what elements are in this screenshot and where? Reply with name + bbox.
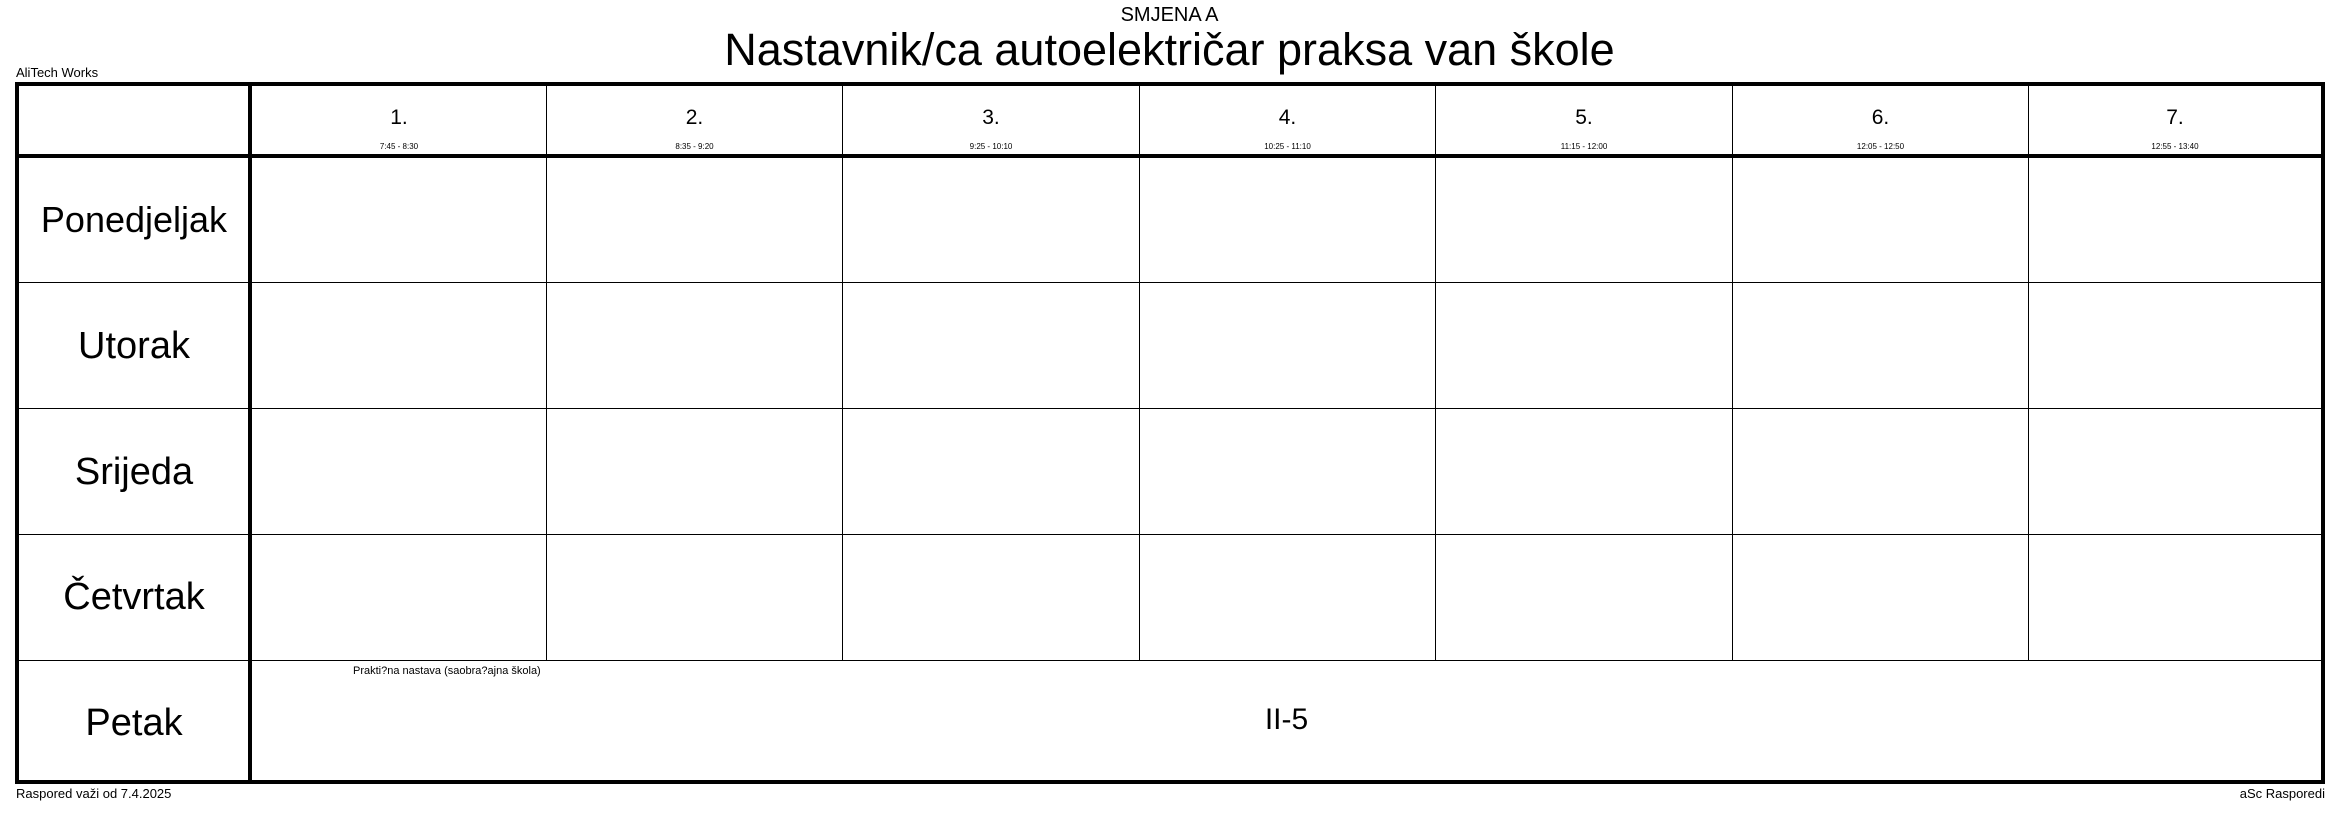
cell-divider-line (546, 158, 547, 660)
cell-divider-line (1732, 158, 1733, 660)
period-time: 8:35 - 9:20 (675, 142, 714, 151)
period-time: 10:25 - 11:10 (1264, 142, 1311, 151)
shift-label: SMJENA A (1120, 4, 1219, 26)
page-title: Nastavnik/ca autoelektričar praksa van š… (724, 24, 1615, 75)
timetable-grid: 1. 7:45 - 8:30 2. 8:35 - 9:20 3. 9:25 - … (15, 82, 2325, 784)
period-number: 1. (390, 106, 408, 129)
period-divider-line (842, 86, 843, 155)
period-header-4: 4. 10:25 - 11:10 (1140, 86, 1435, 154)
day-label-utorak: Utorak (78, 325, 190, 367)
header-divider-line (19, 154, 2321, 158)
day-label-srijeda: Srijeda (74, 451, 194, 493)
period-header-2: 2. 8:35 - 9:20 (547, 86, 842, 154)
period-time: 7:45 - 8:30 (379, 142, 419, 151)
software-credit: aSc Rasporedi (2239, 786, 2325, 801)
period-number: 3. (982, 106, 1000, 129)
row-divider-line (19, 408, 2321, 409)
period-time: 11:15 - 12:00 (1560, 142, 1608, 151)
lesson-room: II-5 (1264, 703, 1309, 736)
period-number: 2. (685, 106, 704, 129)
row-divider-line (19, 660, 2321, 661)
period-divider-line (546, 86, 547, 155)
period-number: 4. (1278, 106, 1297, 129)
period-time: 12:05 - 12:50 (1856, 142, 1905, 151)
period-divider-line (1139, 86, 1140, 155)
day-column-divider (248, 86, 252, 780)
day-label-petak: Petak (85, 702, 183, 744)
row-divider-line (19, 534, 2321, 535)
day-label-ponedjeljak: Ponedjeljak (40, 199, 228, 240)
school-name: AliTech Works (16, 65, 99, 80)
row-divider-line (19, 282, 250, 283)
period-header-1: 1. 7:45 - 8:30 (252, 86, 546, 154)
lesson-subject: Prakti?na nastava (saobra?ajna škola) (353, 665, 541, 677)
row-divider-line (250, 282, 2321, 283)
cell-divider-line (2028, 158, 2029, 660)
period-header-5: 5. 11:15 - 12:00 (1436, 86, 1732, 154)
period-number: 5. (1575, 106, 1593, 129)
period-divider-line (2028, 86, 2029, 155)
lesson-block-petak[interactable]: Prakti?na nastava (saobra?ajna škola) II… (252, 661, 2321, 780)
day-label-cetvrtak: Četvrtak (63, 576, 205, 618)
cell-divider-line (1139, 158, 1140, 660)
validity-note: Raspored važi od 7.4.2025 (16, 786, 172, 801)
period-header-7: 7. 12:55 - 13:40 (2029, 86, 2321, 154)
period-number: 6. (1871, 106, 1890, 129)
period-header-3: 3. 9:25 - 10:10 (843, 86, 1139, 154)
cell-divider-line (842, 158, 843, 660)
period-time: 9:25 - 10:10 (969, 142, 1013, 151)
period-divider-line (1732, 86, 1733, 155)
cell-divider-line (1435, 158, 1436, 660)
period-time: 12:55 - 13:40 (2151, 142, 2199, 151)
period-header-6: 6. 12:05 - 12:50 (1733, 86, 2028, 154)
period-divider-line (1435, 86, 1436, 155)
period-number: 7. (2166, 106, 2184, 129)
